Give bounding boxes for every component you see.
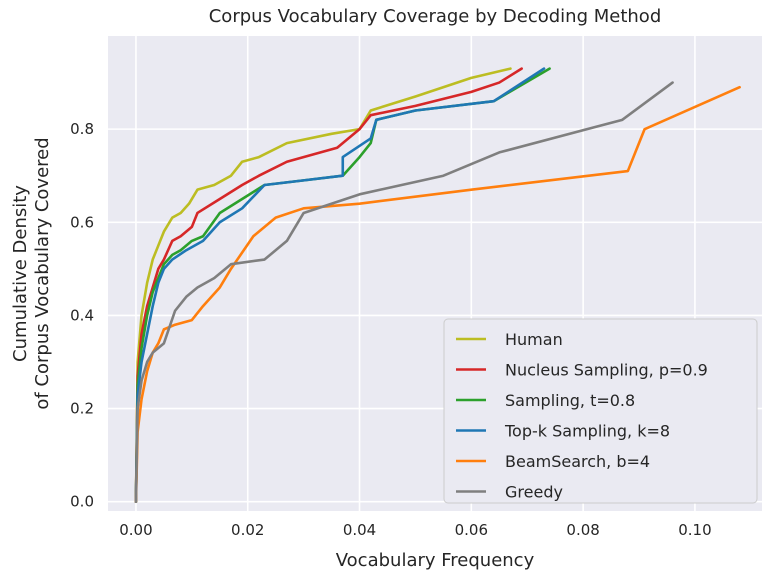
y-axis-label: Cumulative Densityof Corpus Vocabulary C…: [10, 137, 53, 409]
x-tick-label: 0.10: [678, 521, 711, 539]
legend-entry: BeamSearch, b=4: [505, 452, 650, 471]
x-axis-label: Vocabulary Frequency: [336, 550, 535, 571]
x-tick-label: 0.08: [566, 521, 599, 539]
legend-entry: Top-k Sampling, k=8: [504, 422, 670, 441]
y-tick-label: 0.8: [70, 120, 94, 138]
y-tick-label: 0.2: [70, 400, 94, 418]
y-tick-label: 0.4: [70, 306, 94, 324]
y-axis-label-line: of Corpus Vocabulary Covered: [32, 137, 53, 409]
y-tick-label: 0.6: [70, 213, 94, 231]
x-tick-label: 0.04: [343, 521, 376, 539]
x-tick-label: 0.00: [119, 521, 152, 539]
legend-entry: Nucleus Sampling, p=0.9: [505, 361, 708, 380]
series-line: [134, 81, 674, 503]
chart-title: Corpus Vocabulary Coverage by Decoding M…: [209, 6, 662, 27]
grid: [108, 36, 762, 511]
series-line: [134, 85, 741, 503]
legend-entry: Sampling, t=0.8: [505, 391, 635, 410]
y-tick-label: 0.0: [70, 493, 94, 511]
legend: Human Nucleus Sampling, p=0.9 Sampling, t=…: [443, 318, 758, 504]
series-line: [134, 67, 523, 503]
x-tick-label: 0.02: [231, 521, 264, 539]
y-axis-label-line: Cumulative Density: [10, 185, 31, 362]
legend-box: [443, 318, 758, 504]
legend-entry: Greedy: [505, 483, 563, 502]
series-lines: [134, 67, 741, 503]
legend-entry: Human: [505, 330, 563, 349]
x-tick-label: 0.06: [455, 521, 488, 539]
series-line: [134, 67, 546, 503]
series-line: [134, 67, 512, 503]
